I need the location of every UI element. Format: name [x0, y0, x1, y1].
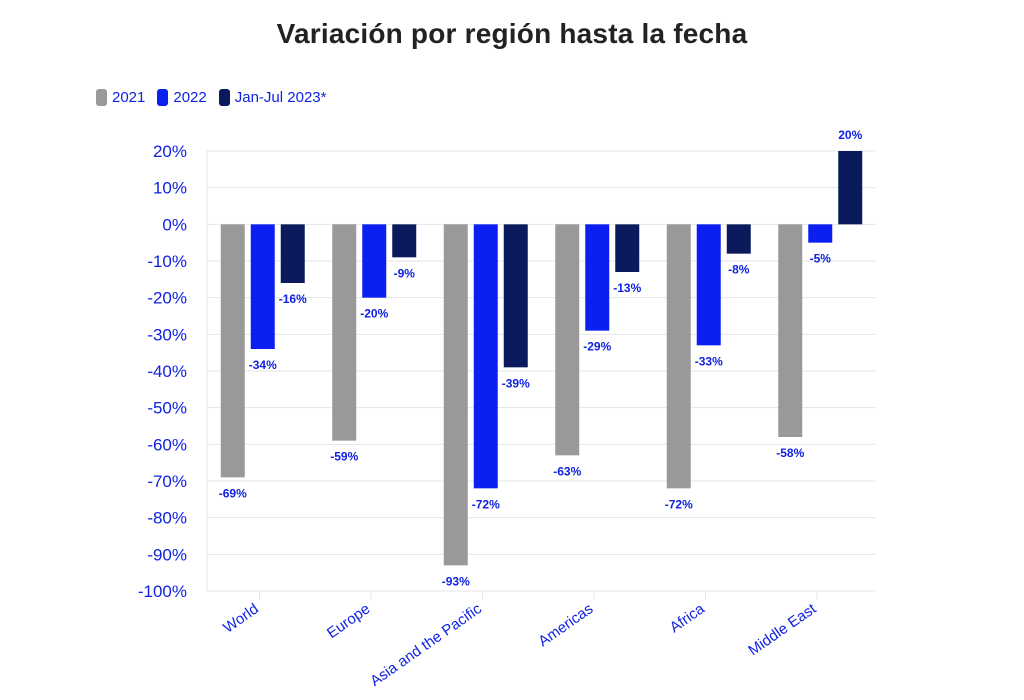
bar-2021-americas	[555, 224, 580, 456]
data-label: -39%	[502, 376, 530, 390]
legend-item-2023[interactable]: Jan-Jul 2023*	[218, 89, 327, 106]
bar-jan-jul-2023--world	[280, 224, 305, 283]
bar-jan-jul-2023--europe	[392, 224, 417, 258]
y-tick-label: 10%	[153, 179, 187, 198]
bar-2021-middle-east	[778, 224, 803, 437]
data-label: -13%	[613, 281, 641, 295]
bar-2022-asia-and-the-pacific	[473, 224, 498, 489]
data-label: -69%	[219, 486, 247, 500]
x-category-label: World	[220, 600, 262, 636]
x-category-label: Asia and the Pacific	[367, 600, 485, 690]
data-label: -5%	[810, 252, 832, 266]
legend-label-2022: 2022	[173, 89, 207, 106]
data-label: -8%	[728, 263, 750, 277]
data-label: -59%	[330, 450, 358, 464]
bar-2022-europe	[362, 224, 387, 298]
data-label: -9%	[394, 266, 416, 280]
data-label: -20%	[360, 307, 388, 321]
data-label: -34%	[249, 358, 277, 372]
data-label: -72%	[665, 497, 693, 511]
legend-label-2023: Jan-Jul 2023*	[234, 89, 327, 106]
data-label: -72%	[472, 497, 500, 511]
x-category-label: Americas	[535, 600, 596, 650]
y-tick-label: -30%	[147, 325, 187, 344]
data-label: -58%	[776, 446, 804, 460]
bar-2021-africa	[666, 224, 691, 489]
bar-jan-jul-2023--asia-and-the-pacific	[503, 224, 528, 368]
legend: 2021 2022 Jan-Jul 2023*	[96, 89, 338, 106]
bar-2021-world	[220, 224, 245, 478]
chart-title: Variación por región hasta la fecha	[276, 18, 748, 49]
legend-swatch-2021	[96, 89, 107, 106]
y-tick-label: 0%	[162, 215, 187, 234]
bar-jan-jul-2023--americas	[615, 224, 640, 272]
y-tick-label: 20%	[153, 142, 187, 161]
y-tick-label: -70%	[147, 472, 187, 491]
y-tick-label: -40%	[147, 362, 187, 381]
bar-jan-jul-2023--middle-east	[838, 151, 863, 225]
y-tick-label: -50%	[147, 399, 187, 418]
y-tick-label: -60%	[147, 435, 187, 454]
legend-label-2021: 2021	[112, 89, 146, 106]
x-category-label: Africa	[667, 600, 709, 636]
bar-2022-africa	[696, 224, 721, 346]
y-tick-label: -10%	[147, 252, 187, 271]
x-category-label: Europe	[324, 600, 373, 642]
y-tick-label: -100%	[138, 582, 187, 601]
bar-2021-europe	[332, 224, 357, 441]
data-label: -93%	[442, 574, 470, 588]
bar-2021-asia-and-the-pacific	[443, 224, 468, 566]
data-label: -63%	[553, 464, 581, 478]
bar-2022-americas	[585, 224, 610, 331]
x-category-label: Middle East	[745, 600, 820, 659]
y-tick-label: -20%	[147, 289, 187, 308]
y-tick-label: -80%	[147, 509, 187, 528]
bar-2022-world	[250, 224, 275, 349]
legend-item-2021[interactable]: 2021	[96, 89, 145, 106]
bar-jan-jul-2023--africa	[726, 224, 751, 254]
bar-2022-middle-east	[808, 224, 833, 243]
data-label: 20%	[838, 128, 862, 142]
data-label: -29%	[583, 340, 611, 354]
legend-swatch-2023	[218, 89, 230, 106]
data-label: -16%	[279, 292, 307, 306]
legend-item-2022[interactable]: 2022	[157, 89, 207, 106]
y-tick-label: -90%	[147, 545, 187, 564]
data-label: -33%	[695, 354, 723, 368]
legend-swatch-2022	[157, 89, 169, 106]
